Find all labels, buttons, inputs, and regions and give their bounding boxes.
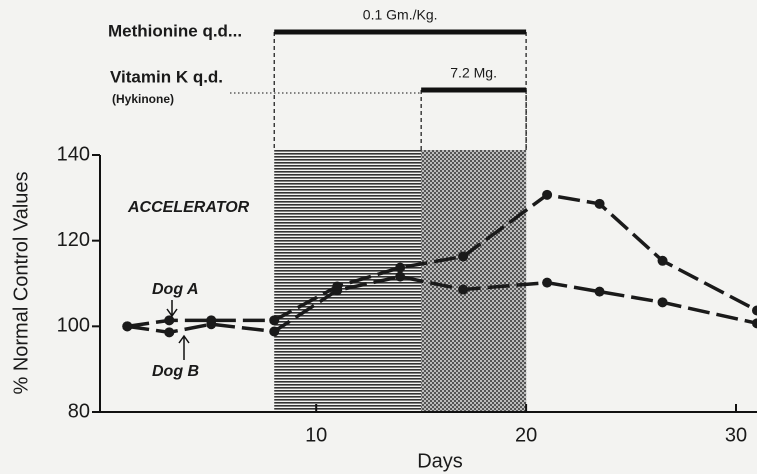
data-point xyxy=(269,315,280,326)
data-point xyxy=(594,198,605,209)
data-point xyxy=(752,305,757,316)
y-tick-label: 80 xyxy=(68,400,90,422)
data-point xyxy=(458,284,469,295)
y-tick-label: 100 xyxy=(57,315,90,337)
series-line xyxy=(127,192,757,329)
treatment-label: Vitamin K q.d. xyxy=(110,67,223,86)
callout-arrow xyxy=(178,334,190,360)
data-point xyxy=(594,286,605,297)
treatment-shade xyxy=(421,150,527,412)
data-point xyxy=(269,326,280,337)
data-point xyxy=(657,255,668,266)
data-point xyxy=(206,319,217,330)
data-point xyxy=(164,327,175,338)
y-tick-label: 140 xyxy=(57,143,90,165)
x-axis-title: Days xyxy=(417,450,463,472)
x-tick-label: 20 xyxy=(515,424,537,446)
y-tick-label: 120 xyxy=(57,229,90,251)
data-point xyxy=(657,297,668,308)
data-point xyxy=(458,251,469,262)
treatment-dose: 7.2 Mg. xyxy=(450,65,497,81)
data-point xyxy=(122,321,133,332)
callout-arrow xyxy=(166,300,178,318)
x-tick-label: 10 xyxy=(305,424,327,446)
treatment-label: Methionine q.d... xyxy=(108,21,242,40)
data-point xyxy=(542,189,553,200)
y-axis-title: % Normal Control Values xyxy=(10,171,32,394)
data-point xyxy=(395,262,406,273)
data-point xyxy=(752,318,757,329)
treatment-sublabel: (Hykinone) xyxy=(112,92,174,106)
data-point xyxy=(542,277,553,288)
x-tick-label: 30 xyxy=(725,424,747,446)
series-label: Dog B xyxy=(152,363,199,380)
data-point xyxy=(395,271,406,282)
series-line xyxy=(127,274,757,335)
data-point xyxy=(164,315,175,326)
annotation: ACCELERATOR xyxy=(127,199,250,216)
data-point xyxy=(332,285,343,296)
series-label: Dog A xyxy=(152,281,199,298)
treatment-dose: 0.1 Gm./Kg. xyxy=(363,7,438,23)
